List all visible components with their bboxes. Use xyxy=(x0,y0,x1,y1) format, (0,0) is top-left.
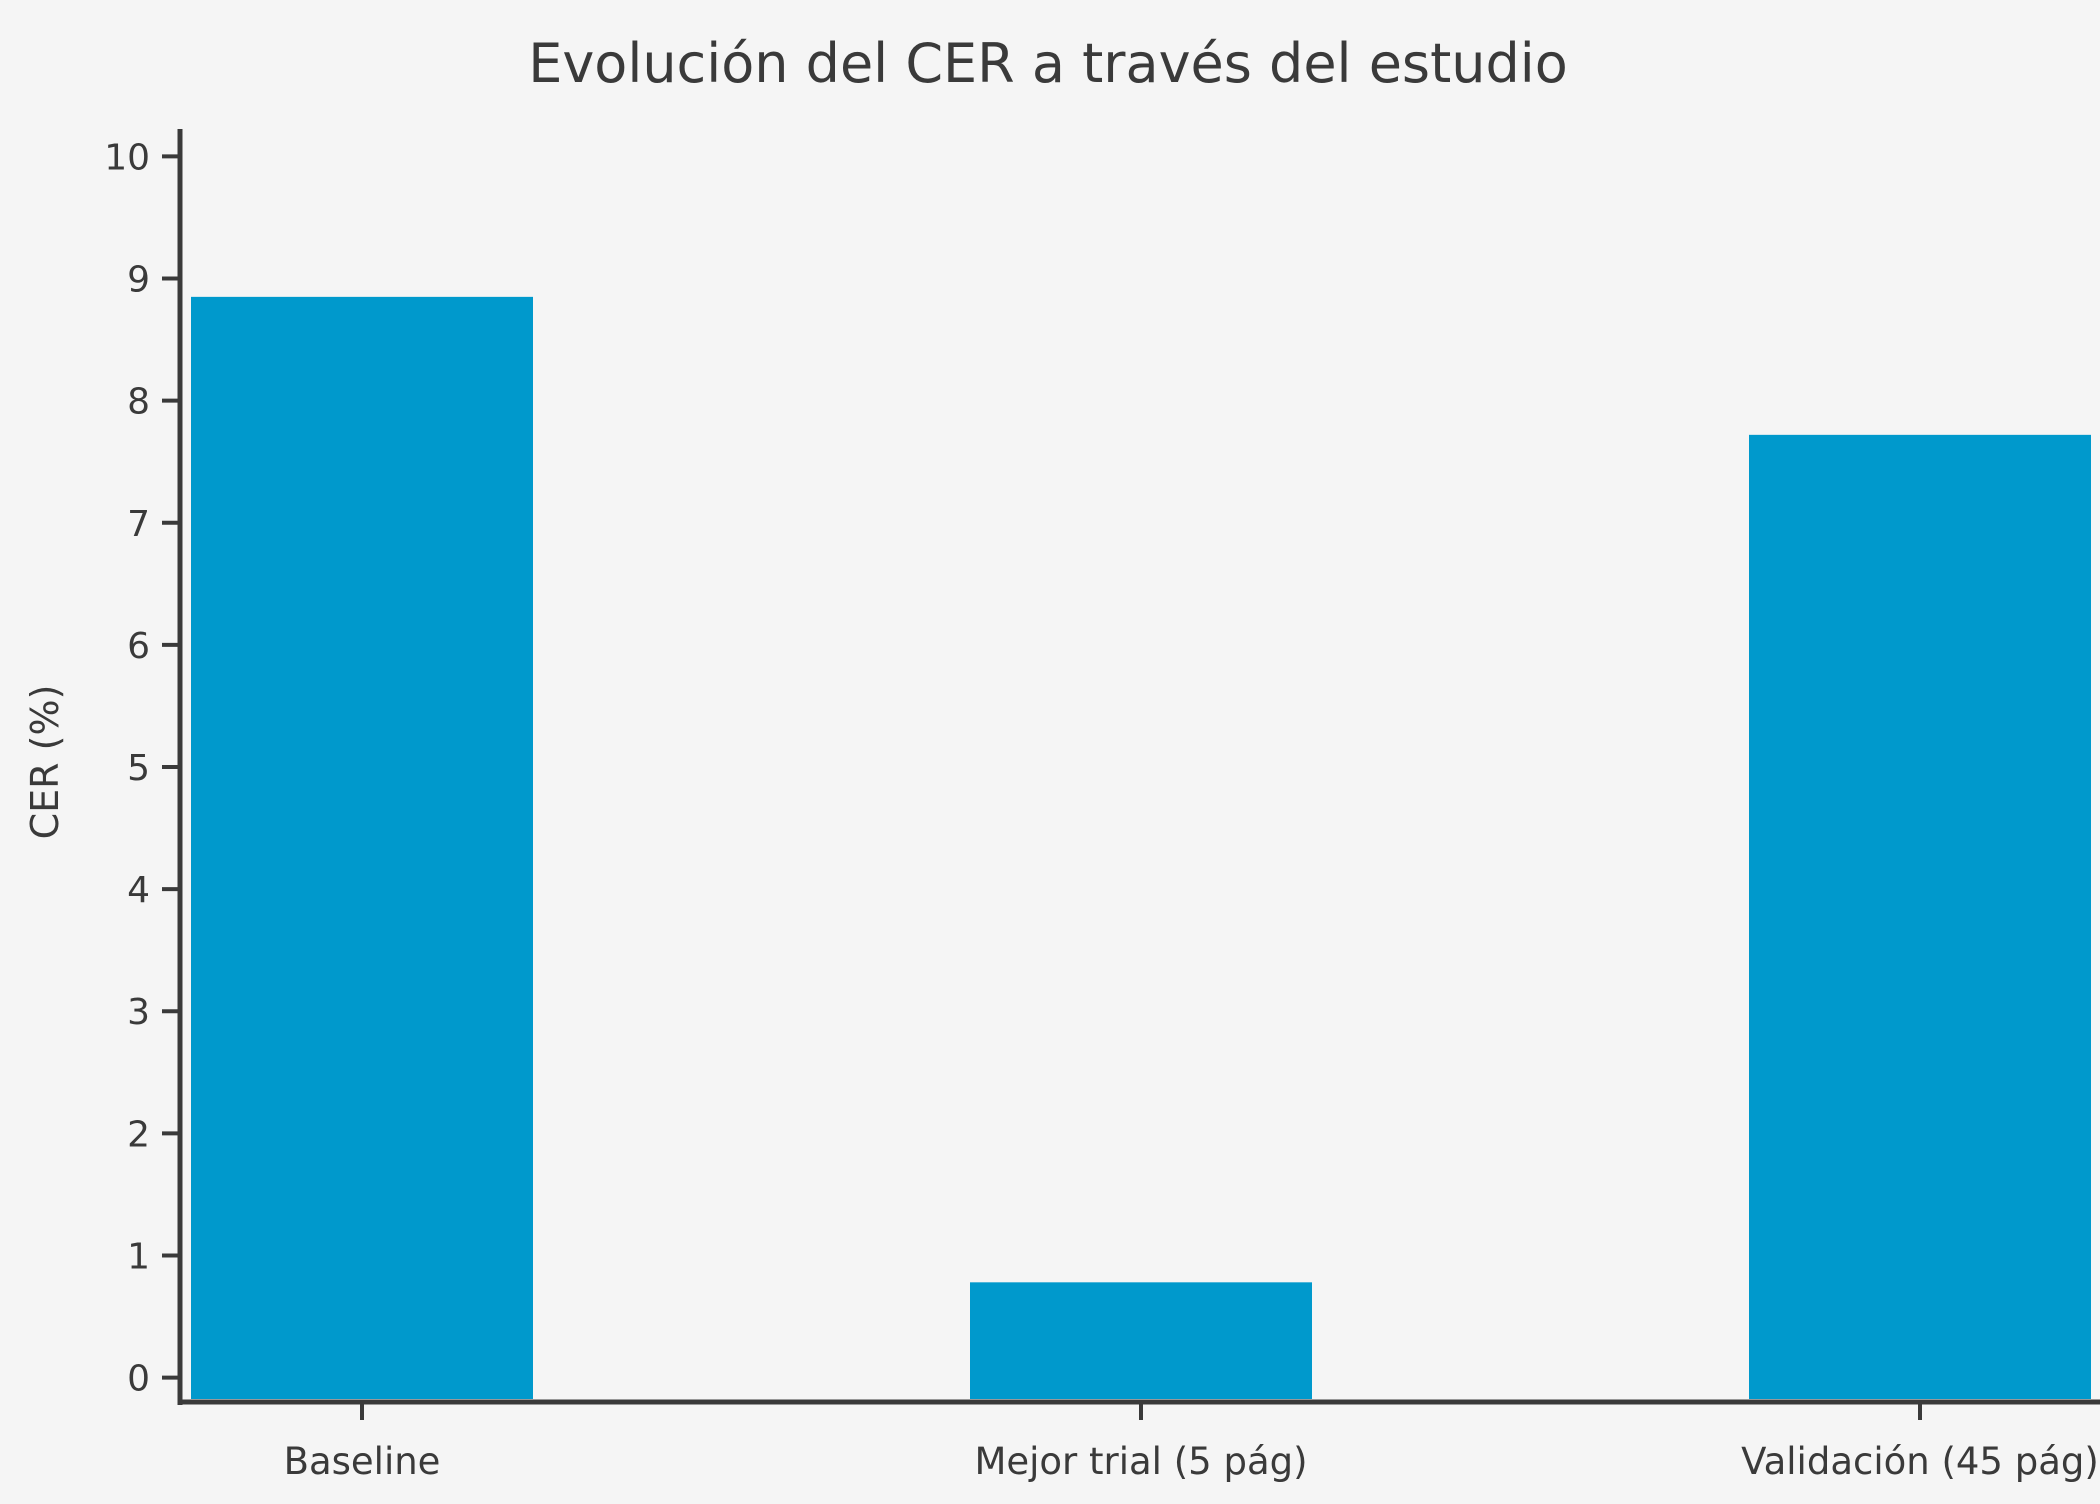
y-tick-label: 2 xyxy=(127,1114,150,1155)
y-tick-label: 1 xyxy=(127,1236,150,1277)
y-axis-label: CER (%) xyxy=(23,685,67,840)
y-tick-label: 8 xyxy=(127,382,150,423)
y-tick-label: 7 xyxy=(127,504,150,545)
y-tick-label: 3 xyxy=(127,992,150,1033)
bar xyxy=(191,296,533,1400)
x-tick-label: Baseline xyxy=(284,1440,441,1483)
bar xyxy=(1749,434,2091,1399)
y-tick-label: 9 xyxy=(127,260,150,301)
x-tick-label: Validación (45 pág) xyxy=(1741,1440,2099,1483)
bar xyxy=(970,1282,1312,1399)
y-tick-label: 10 xyxy=(104,137,150,178)
y-tick-label: 5 xyxy=(127,748,150,789)
y-tick-label: 4 xyxy=(127,870,150,911)
x-axis-ticks: Baseline Mejor trial (5 pág) Validación (4… xyxy=(284,1402,2099,1483)
y-axis-ticks: 0 1 2 3 4 5 6 7 8 9 10 xyxy=(104,137,180,1400)
y-tick-label: 6 xyxy=(127,626,150,667)
y-tick-label: 0 xyxy=(127,1359,150,1400)
chart-title: Evolución del CER a través del estudio xyxy=(528,32,1568,95)
bars xyxy=(191,296,2091,1400)
x-tick-label: Mejor trial (5 pág) xyxy=(974,1440,1307,1483)
